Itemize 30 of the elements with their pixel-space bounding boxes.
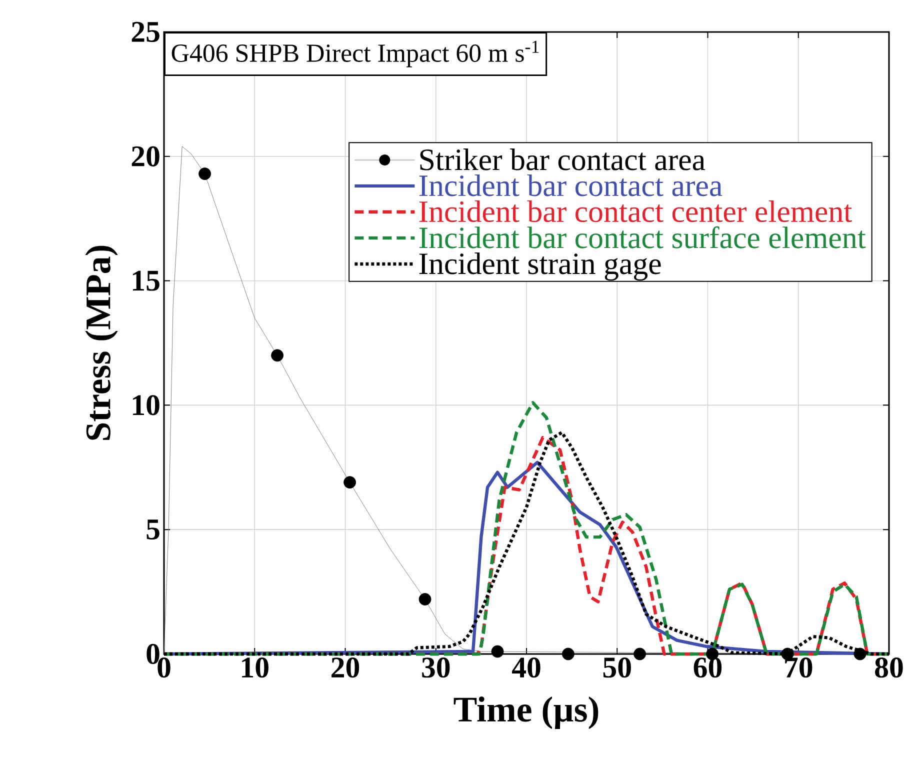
x-axis-title: Time (µs) bbox=[454, 696, 598, 730]
legend-label: Incident bar contact area bbox=[419, 174, 722, 196]
y-tick-label: 5 bbox=[146, 520, 160, 540]
point bbox=[491, 645, 504, 658]
point bbox=[418, 593, 432, 606]
x-tick-label: 30 bbox=[422, 658, 450, 678]
point bbox=[634, 648, 646, 660]
y-tick-label: 0 bbox=[146, 644, 160, 664]
y-tick-label: 20 bbox=[132, 146, 160, 166]
x-tick-label: 50 bbox=[603, 658, 631, 678]
legend-label: Incident strain gage bbox=[419, 252, 661, 281]
point bbox=[854, 648, 866, 660]
x-tick-label: 70 bbox=[785, 658, 812, 678]
x-tick-label: 40 bbox=[512, 658, 540, 678]
point bbox=[271, 349, 284, 362]
chart-title: G406 SHPB Direct Impact 60 m s$^{-1}$ bbox=[172, 40, 539, 68]
y-tick-label: 25 bbox=[132, 22, 160, 42]
x-tick-label: 10 bbox=[242, 658, 268, 678]
legend-label: Incident bar contact center element bbox=[419, 200, 852, 222]
x-tick-label: 20 bbox=[332, 658, 360, 678]
x-tick-label: 60 bbox=[694, 658, 722, 678]
point bbox=[198, 168, 211, 180]
point bbox=[562, 648, 574, 660]
legend-label: Incident bar contact surface element bbox=[419, 226, 866, 248]
point bbox=[344, 476, 356, 489]
x-tick-label: 80 bbox=[875, 658, 903, 678]
y-tick-label: 10 bbox=[132, 395, 160, 416]
legend-label: Striker bar contact area bbox=[420, 148, 706, 170]
y-axis-title: Stress (MPa) bbox=[85, 246, 118, 440]
y-tick-label: 15 bbox=[132, 270, 160, 291]
